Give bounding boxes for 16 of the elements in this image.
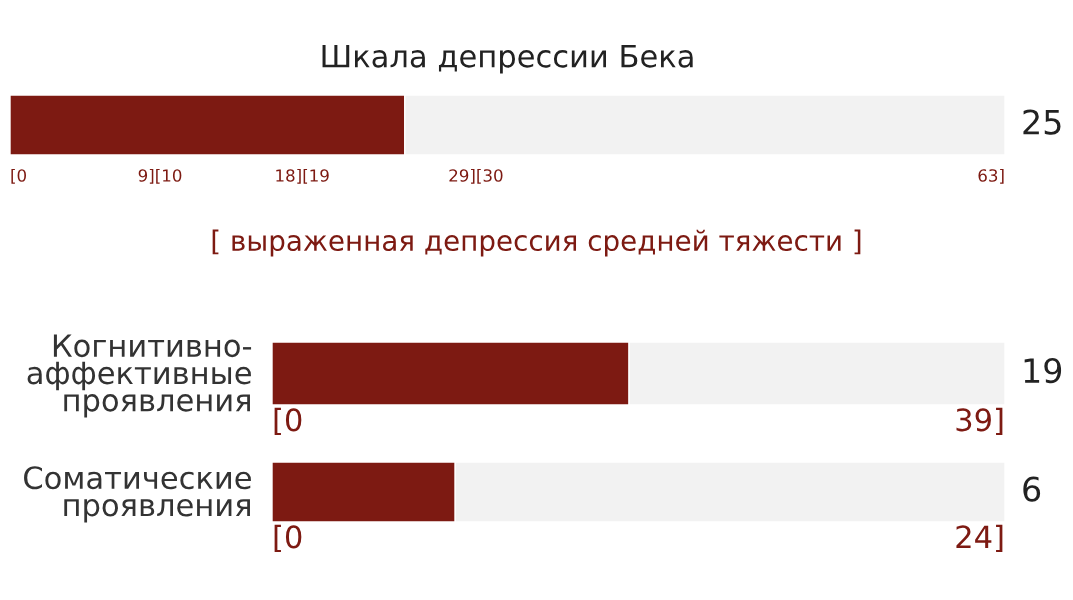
text: 25 xyxy=(1023,109,1061,135)
x-tick-label: 18][19 xyxy=(276,168,329,184)
x-tick-label: 9][10 xyxy=(138,168,182,184)
text: 6 xyxy=(1023,476,1041,502)
x-tick-label: [0 xyxy=(274,407,302,436)
x-tick-label: 39] xyxy=(956,407,1003,436)
y-tick-label: Соматические проявления xyxy=(24,466,251,523)
text: 19 xyxy=(1024,357,1062,384)
y-tick-label: Когнитивно- аффективные проявления xyxy=(27,334,252,418)
x-tick-label: [0 xyxy=(11,168,26,184)
x-tick-label: 24] xyxy=(956,524,1003,553)
x-tick-label: [0 xyxy=(274,524,302,553)
chart-title: Шкала депрессии Бека xyxy=(322,44,693,74)
x-tick-label: 63] xyxy=(978,168,1004,184)
text: [ выраженная депрессия средней тяжести ] xyxy=(212,229,861,257)
x-tick-label: 29][30 xyxy=(449,168,503,184)
